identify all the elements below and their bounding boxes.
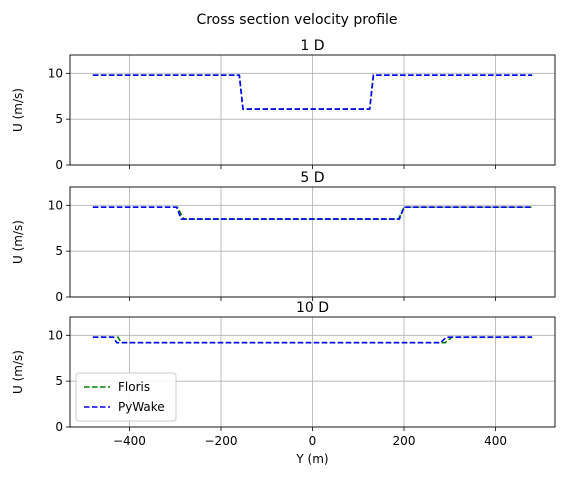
y-tick-label: 10 [48, 328, 63, 342]
x-tick-label: −200 [205, 434, 238, 448]
panel-title: 10 D [296, 300, 329, 316]
y-tick-label: 0 [55, 420, 63, 434]
panel-title: 1 D [300, 38, 324, 54]
y-tick-label: 10 [48, 198, 63, 212]
y-tick-label: 5 [55, 244, 63, 258]
legend-box [75, 372, 177, 422]
y-tick-label: 0 [55, 158, 63, 172]
y-tick-label: 10 [48, 66, 63, 80]
series-line-pywake [92, 336, 533, 344]
y-tick-label: 5 [55, 374, 63, 388]
x-tick-label: 0 [309, 434, 317, 448]
y-tick-label: 5 [55, 112, 63, 126]
chart-panel-2: 0 5 10 5 D U (m/s) [11, 170, 556, 304]
y-axis-label: U (m/s) [11, 220, 25, 264]
x-tick-label: 200 [393, 434, 416, 448]
chart-panel-1: 0 5 10 1 D U (m/s) [11, 38, 556, 172]
x-axis-label: Y (m) [295, 452, 328, 466]
x-tick-label: 400 [484, 434, 507, 448]
y-tick-label: 0 [55, 290, 63, 304]
panel-title: 5 D [300, 170, 324, 186]
series-line-pywake [92, 74, 533, 110]
series-line-pywake [92, 206, 533, 220]
y-axis-label: U (m/s) [11, 88, 25, 132]
legend: Floris PyWake [75, 372, 177, 422]
legend-label-floris: Floris [118, 380, 150, 394]
x-tick-label: −400 [113, 434, 146, 448]
legend-label-pywake: PyWake [118, 400, 165, 414]
figure-suptitle: Cross section velocity profile [196, 12, 397, 28]
y-axis-label: U (m/s) [11, 350, 25, 394]
chart-panel-3: 0 5 10 −400 −200 0 200 400 10 D U (m/s) Y (m) Flori… [11, 300, 556, 466]
